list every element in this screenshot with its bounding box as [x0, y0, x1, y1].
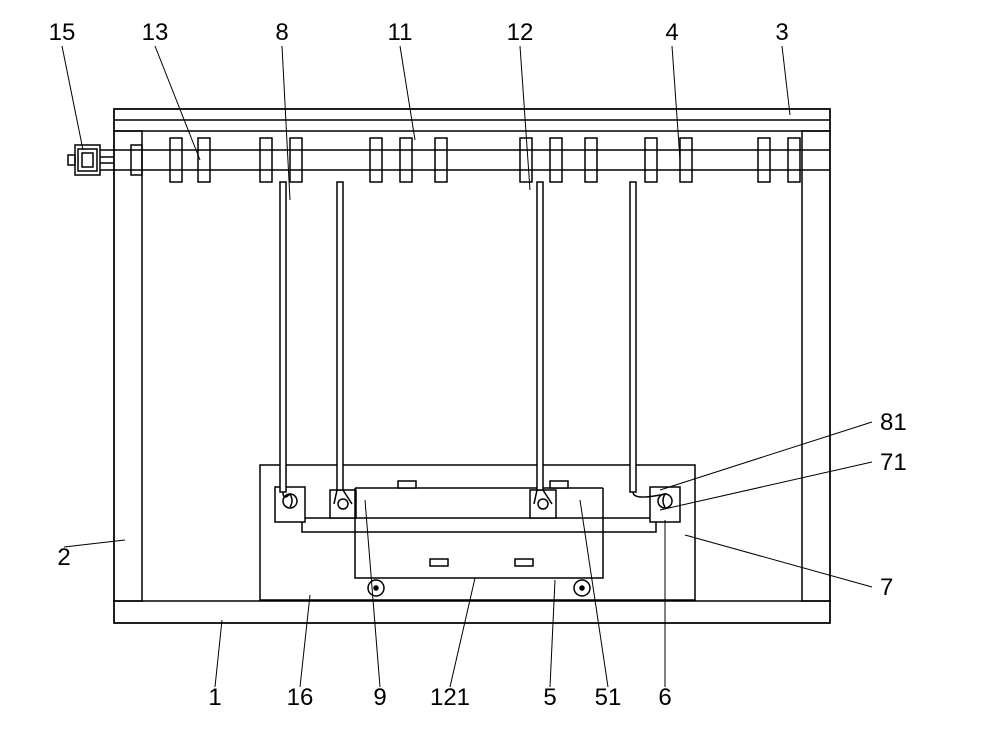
shaft-disc — [435, 138, 447, 182]
apparatus — [68, 109, 830, 623]
tray-tab — [430, 559, 448, 566]
callout-label: 13 — [142, 19, 169, 46]
callout-label: 1 — [208, 684, 221, 711]
shaft-disc — [520, 138, 532, 182]
callout-label: 71 — [880, 449, 907, 476]
hanger-rod — [630, 182, 636, 492]
callout-label: 9 — [373, 684, 386, 711]
leader-line — [62, 46, 83, 150]
tray-tab — [398, 481, 416, 488]
shaft-disc — [290, 138, 302, 182]
bottom-bar — [114, 601, 830, 623]
leader-line — [782, 46, 790, 115]
shaft-disc — [680, 138, 692, 182]
right-post — [802, 131, 830, 601]
shaft-disc — [788, 138, 800, 182]
callout-label: 4 — [665, 19, 678, 46]
leader-line — [282, 46, 290, 200]
leader-line — [400, 46, 415, 140]
callout-label: 7 — [880, 574, 893, 601]
callout-label: 3 — [775, 19, 788, 46]
shaft-disc — [645, 138, 657, 182]
shaft-disc — [370, 138, 382, 182]
shaft-disc — [585, 138, 597, 182]
leader-line — [155, 46, 200, 160]
callout-label: 6 — [658, 684, 671, 711]
leader-line — [520, 46, 530, 190]
shaft-disc — [758, 138, 770, 182]
callout-label: 8 — [275, 19, 288, 46]
leader-line — [660, 422, 872, 490]
callout-label: 81 — [880, 409, 907, 436]
leader-line — [215, 620, 222, 687]
callout-label: 12 — [507, 19, 534, 46]
diagram-canvas: 15 13 8 11 12 4 3 2 1 16 9 121 5 51 6 81 71 7 — [0, 0, 1000, 733]
hanger-rod — [537, 182, 543, 490]
callout-label: 51 — [595, 684, 622, 711]
motor-stub — [68, 155, 75, 165]
left-post — [114, 131, 142, 601]
shaft-disc — [400, 138, 412, 182]
hook-pad — [650, 487, 680, 522]
callout-label: 2 — [57, 544, 70, 571]
tray-tab — [550, 481, 568, 488]
leader-line — [300, 595, 310, 687]
tray-tab — [515, 559, 533, 566]
callout-label: 11 — [388, 19, 413, 46]
pin-pad — [330, 490, 356, 518]
pin-pad — [530, 490, 556, 518]
callout-label: 15 — [49, 19, 76, 46]
shaft-disc — [170, 138, 182, 182]
hanger-rod — [337, 182, 343, 490]
leader-line — [672, 46, 680, 160]
callout-label: 16 — [287, 684, 314, 711]
callout-label: 5 — [543, 684, 556, 711]
shaft-disc — [260, 138, 272, 182]
leader-line — [64, 540, 125, 547]
hanger-rod — [280, 182, 286, 492]
callout-label: 121 — [430, 684, 470, 711]
shaft-disc — [550, 138, 562, 182]
leader-line — [685, 535, 872, 587]
